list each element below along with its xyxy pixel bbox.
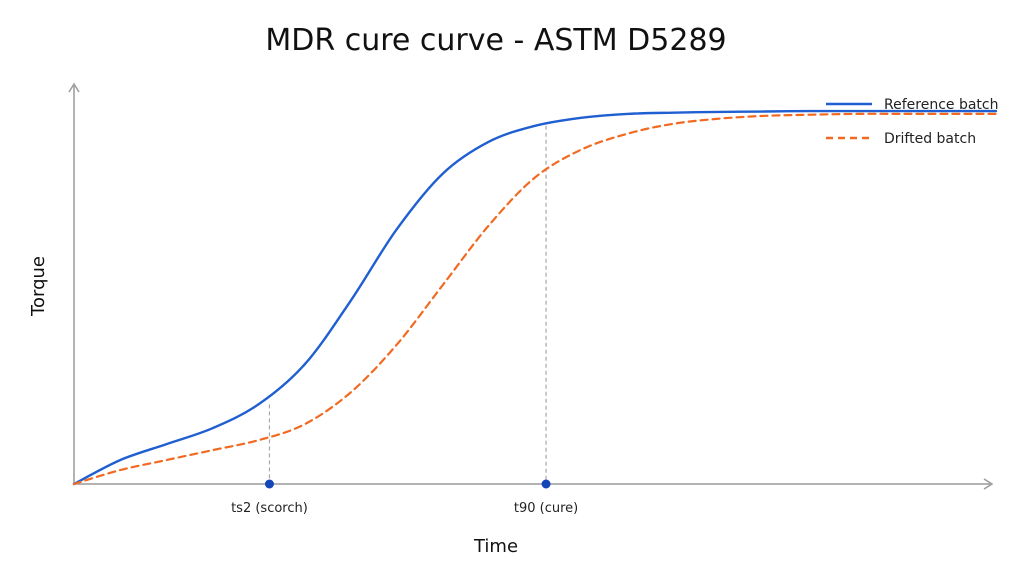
chart-title: MDR cure curve - ASTM D5289 [265,23,726,58]
y-axis-arrow [68,82,80,93]
series-line [72,109,998,486]
series-lines [72,109,998,486]
marker-point [264,479,274,489]
legend-label: Drifted batch [884,131,976,147]
x-axis-label: Time [473,536,518,557]
series-line [72,112,998,486]
axes [68,82,994,490]
marker-guides [268,125,547,484]
marker-points: ts2 (scorch) t90 (cure) [231,479,578,516]
marker-point [541,479,551,489]
marker-label: t90 (cure) [514,501,578,516]
legend-label: Reference batch [884,97,998,113]
y-axis-label: Torque [28,256,49,317]
legend: Reference batch Drifted batch [826,97,998,147]
x-axis-arrow [983,478,994,490]
marker-label: ts2 (scorch) [231,501,308,516]
